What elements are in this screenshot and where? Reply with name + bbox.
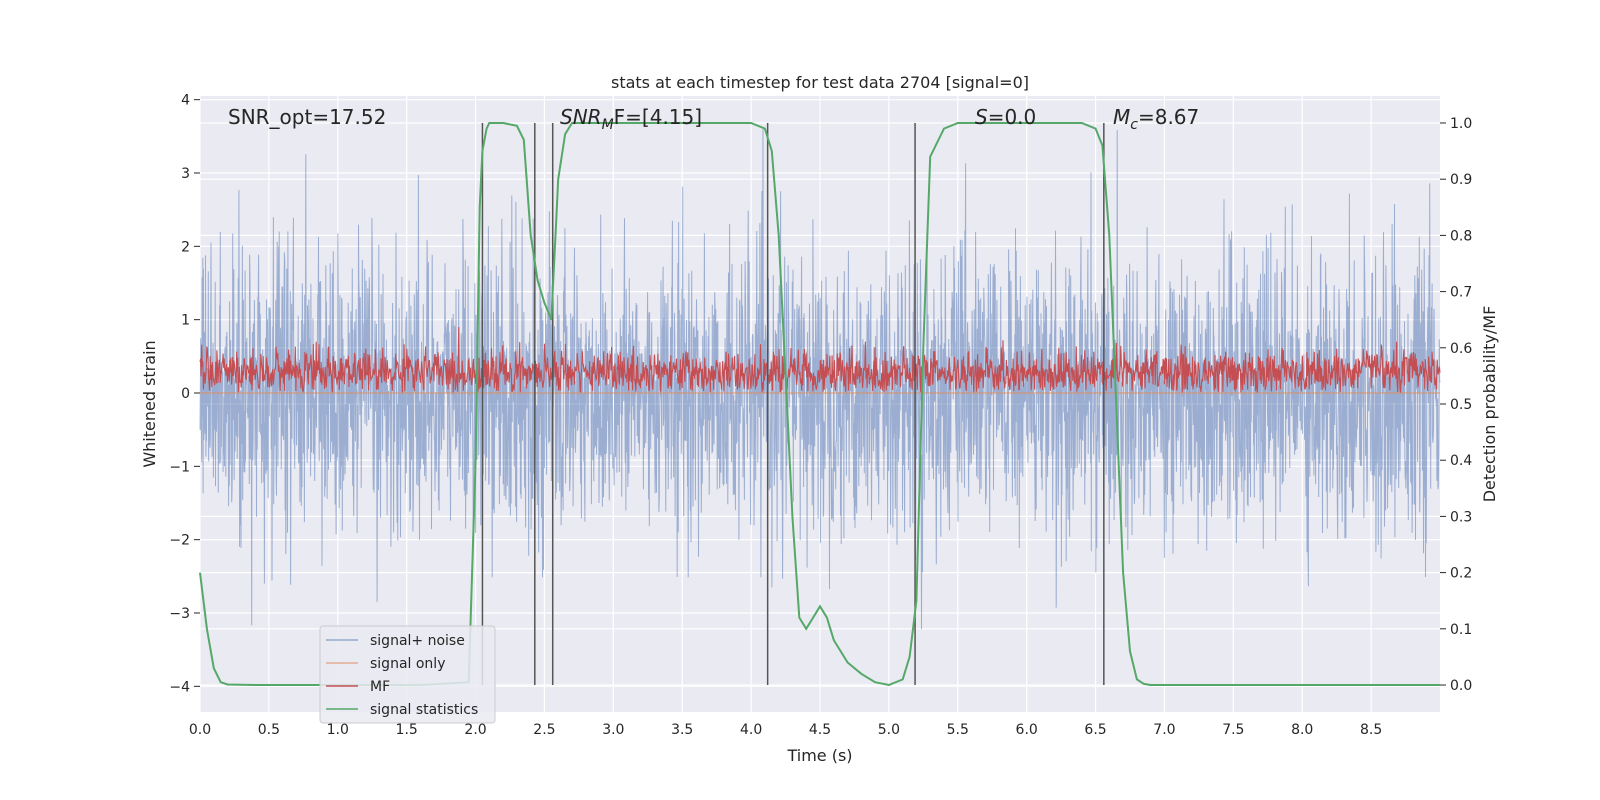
x-tick-label: 7.5 bbox=[1222, 722, 1244, 738]
annotation-mc-var: M bbox=[1113, 105, 1130, 129]
x-tick-label: 4.5 bbox=[809, 722, 831, 738]
y-tick-label: −1 bbox=[169, 459, 190, 475]
y-tick-label: 3 bbox=[181, 166, 190, 182]
annotation-mc-sub: c bbox=[1130, 117, 1138, 133]
y-tick-label: 1 bbox=[181, 313, 190, 329]
annotation-s-var: S bbox=[975, 105, 988, 129]
y-tick-label: −2 bbox=[169, 533, 190, 549]
x-tick-label: 5.0 bbox=[878, 722, 900, 738]
x-tick-label: 6.5 bbox=[1084, 722, 1106, 738]
y-axis-label: Whitened strain bbox=[140, 340, 159, 467]
annotation-s-rest: =0.0 bbox=[988, 105, 1037, 129]
y-tick-label: 0 bbox=[181, 386, 190, 402]
legend-label-signal-noise: signal+ noise bbox=[370, 633, 465, 649]
line-signal-noise bbox=[199, 128, 1441, 630]
x-tick-label: 7.0 bbox=[1153, 722, 1175, 738]
x-tick-label: 0.0 bbox=[189, 722, 211, 738]
legend-box bbox=[319, 625, 496, 724]
y-tick-label: −4 bbox=[169, 679, 190, 695]
line-mf bbox=[199, 326, 1441, 394]
y2-tick-label: 0.0 bbox=[1450, 678, 1472, 694]
x-tick-label: 2.0 bbox=[464, 722, 486, 738]
y-tick-label: 4 bbox=[181, 93, 190, 109]
vertical-lines bbox=[481, 122, 1105, 686]
x-tick-label: 1.0 bbox=[327, 722, 349, 738]
legend-label-signal-only: signal only bbox=[370, 656, 445, 672]
annotation-snr-mf-sub: M bbox=[602, 117, 614, 133]
annotation-snr-opt: SNR_opt=17.52 bbox=[228, 105, 386, 129]
annotation-mc-rest: =8.67 bbox=[1138, 105, 1199, 129]
y2-tick-label: 0.9 bbox=[1450, 172, 1472, 188]
annotation-snr-mf-main: SNR bbox=[560, 105, 602, 129]
annotation-snr-mf-rest: F=[4.15] bbox=[614, 105, 702, 129]
y2-tick-label: 0.5 bbox=[1450, 397, 1472, 413]
x-tick-label: 5.5 bbox=[947, 722, 969, 738]
legend: signal+ noise signal only MF signal stat… bbox=[319, 625, 496, 724]
x-tick-label: 8.0 bbox=[1291, 722, 1313, 738]
series-signal-noise bbox=[199, 128, 1441, 630]
y-tick-label: −3 bbox=[169, 606, 190, 622]
x-tick-label: 4.0 bbox=[740, 722, 762, 738]
x-tick-label: 3.5 bbox=[671, 722, 693, 738]
x-tick-label: 0.5 bbox=[258, 722, 280, 738]
line-signal-statistics bbox=[199, 122, 1440, 687]
y2-tick-label: 0.6 bbox=[1450, 341, 1472, 357]
x-tick-label: 2.5 bbox=[533, 722, 555, 738]
series-mf bbox=[199, 326, 1441, 394]
x-tick-label: 8.5 bbox=[1360, 722, 1382, 738]
y2-tick-labels: 1.0 0.9 0.8 0.7 0.6 0.5 0.4 0.3 0.2 0.1 0.0 bbox=[1440, 116, 1472, 694]
y2-tick-label: 0.3 bbox=[1450, 509, 1472, 525]
x-axis-label: Time (s) bbox=[786, 746, 852, 765]
y2-tick-label: 0.2 bbox=[1450, 566, 1472, 582]
y2-axis-label: Detection probability/MF bbox=[1480, 306, 1499, 503]
y2-tick-label: 0.8 bbox=[1450, 228, 1472, 244]
x-tick-labels: 0.0 0.5 1.0 1.5 2.0 2.5 3.0 3.5 4.0 4.5 5.0 5.5 6.0 6… bbox=[189, 722, 1382, 738]
x-tick-label: 1.5 bbox=[396, 722, 418, 738]
chart-title: stats at each timestep for test data 270… bbox=[611, 73, 1029, 92]
y2-tick-label: 0.1 bbox=[1450, 622, 1472, 638]
y2-tick-label: 1.0 bbox=[1450, 116, 1472, 132]
y-tick-label: 2 bbox=[181, 239, 190, 255]
y-tick-labels: 4 3 2 1 0 −1 −2 −3 −4 bbox=[169, 93, 200, 695]
y2-tick-label: 0.4 bbox=[1450, 453, 1472, 469]
legend-label-signal-statistics: signal statistics bbox=[370, 702, 478, 718]
annotation-snr-mf: SNRMF=[4.15] bbox=[560, 105, 702, 133]
x-tick-label: 6.0 bbox=[1016, 722, 1038, 738]
x-tick-label: 3.0 bbox=[602, 722, 624, 738]
annotation-mc: Mc=8.67 bbox=[1113, 105, 1199, 133]
series-signal-statistics bbox=[199, 122, 1440, 687]
annotation-s: S=0.0 bbox=[975, 105, 1036, 129]
y2-tick-label: 0.7 bbox=[1450, 285, 1472, 301]
legend-label-mf: MF bbox=[370, 679, 390, 695]
